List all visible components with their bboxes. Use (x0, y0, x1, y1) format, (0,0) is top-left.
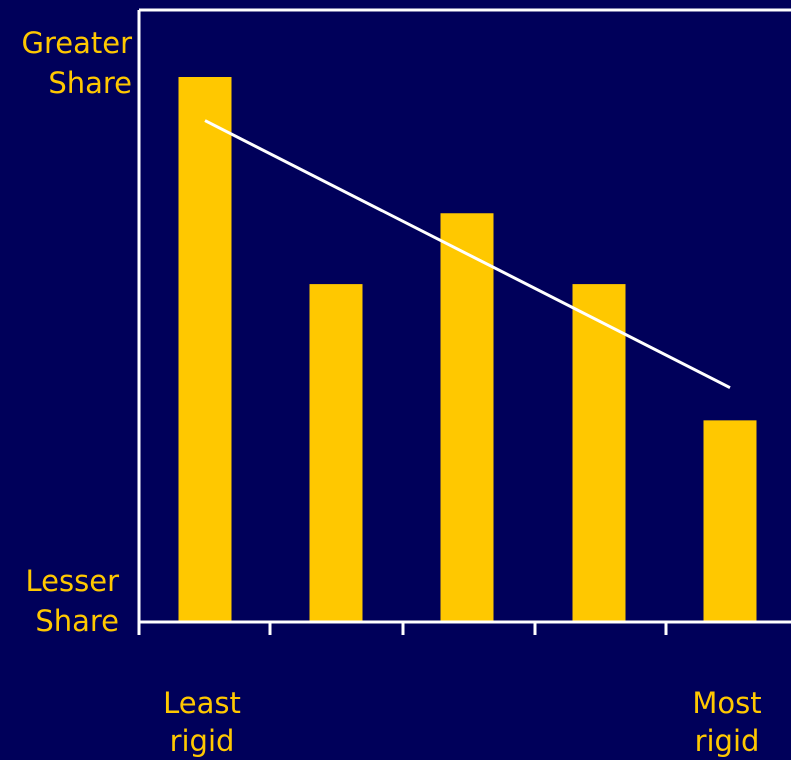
bar-1 (178, 77, 232, 622)
x-label-right-line2: rigid (695, 724, 760, 758)
bar-5 (703, 420, 757, 622)
x-label-left-line2: rigid (170, 724, 235, 758)
y-label-bottom-line2: Share (35, 604, 119, 638)
bars-group (178, 77, 757, 622)
bar-3 (440, 213, 494, 622)
x-label-left-line1: Least (163, 686, 241, 720)
trend-line (204, 119, 731, 389)
x-ticks-group (137, 622, 668, 635)
y-label-top-line2: Share (48, 66, 132, 100)
x-label-right-line1: Most (692, 686, 761, 720)
bar-4 (572, 284, 626, 622)
y-label-top-line1: Greater (21, 26, 132, 60)
bar-2 (309, 284, 363, 622)
y-label-bottom-line1: Lesser (26, 564, 120, 598)
